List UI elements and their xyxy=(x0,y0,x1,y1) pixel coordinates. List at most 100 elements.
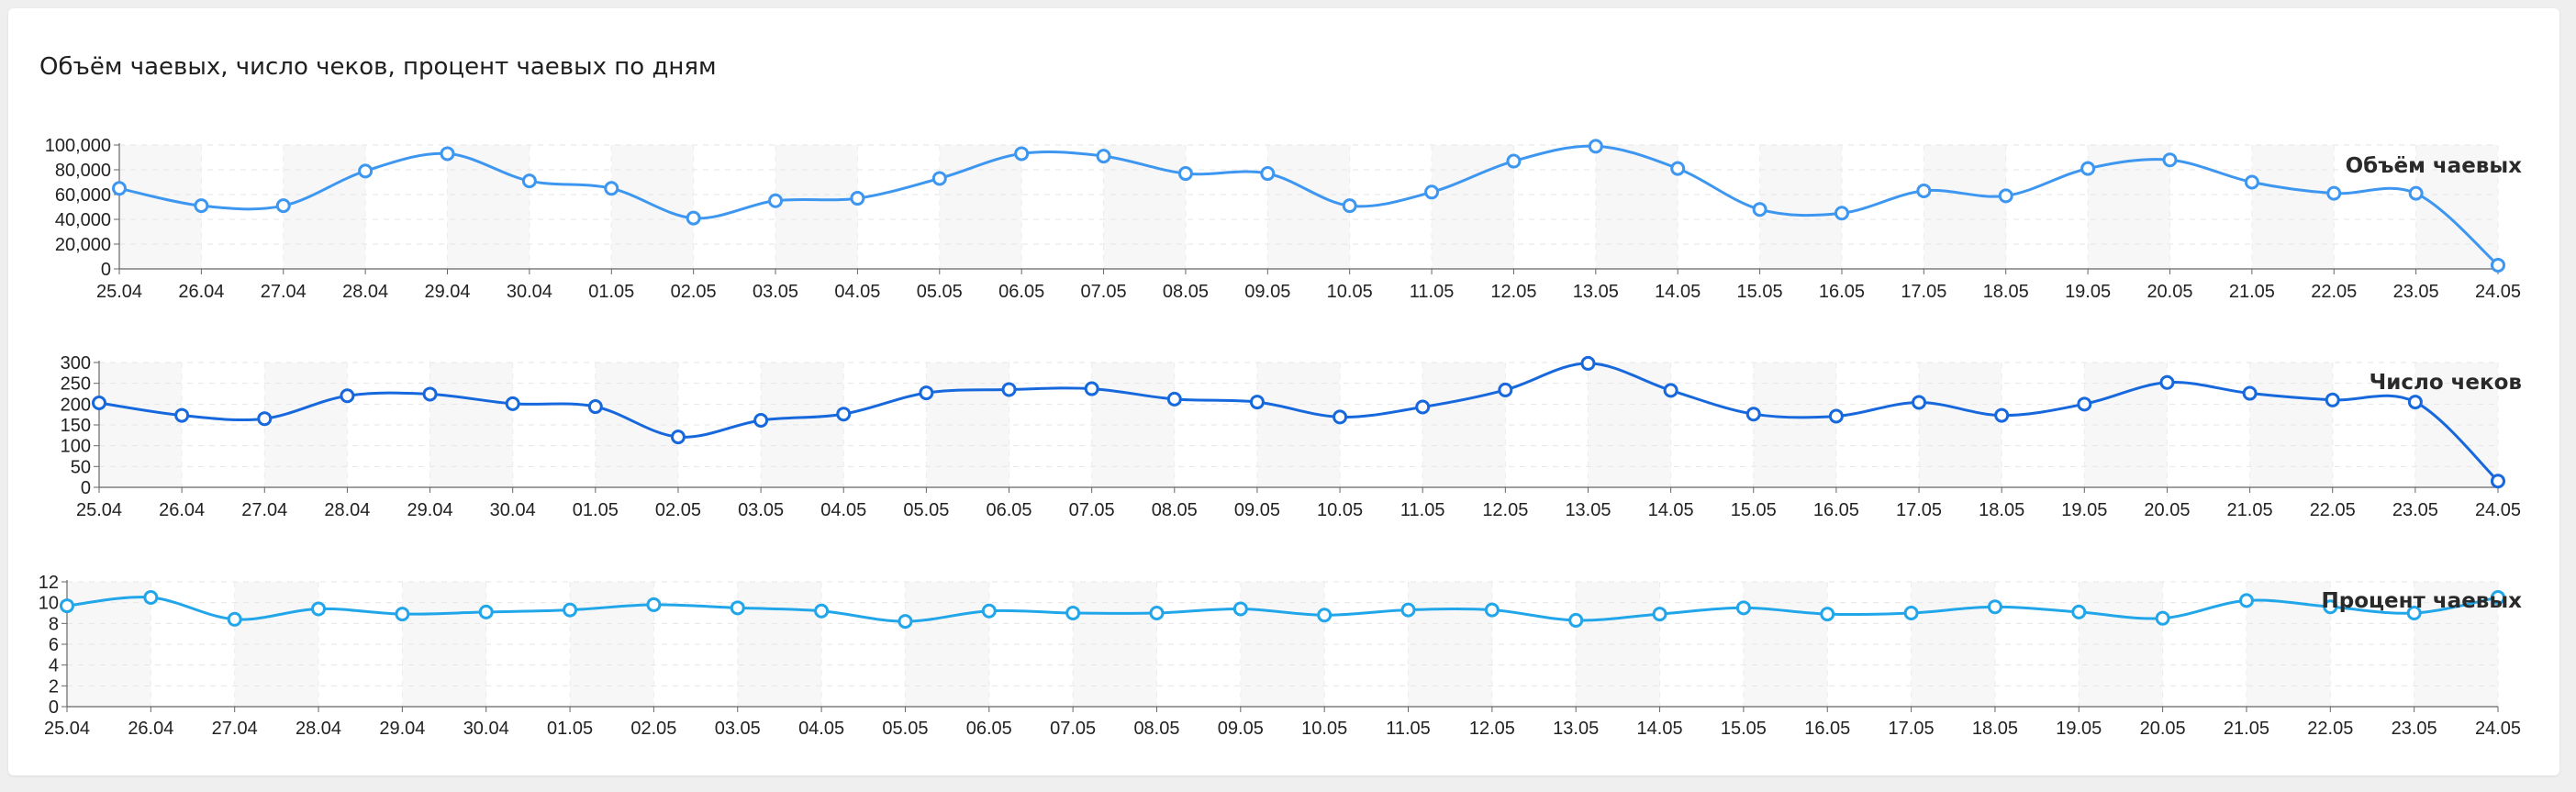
x-tick-label: 12.05 xyxy=(1490,282,1536,302)
y-tick-label: 2 xyxy=(49,676,59,697)
y-tick-label: 250 xyxy=(61,374,91,395)
data-point xyxy=(919,385,934,401)
x-tick-label: 25.04 xyxy=(44,719,90,739)
x-tick-label: 30.04 xyxy=(490,500,536,520)
x-tick-label: 19.05 xyxy=(2065,282,2111,302)
data-point xyxy=(1998,188,2013,204)
x-tick-label: 09.05 xyxy=(1244,282,1290,302)
y-tick-label: 4 xyxy=(49,656,59,676)
x-tick-label: 04.05 xyxy=(820,500,866,520)
x-tick-label: 01.05 xyxy=(547,719,593,739)
data-point xyxy=(587,399,603,415)
x-tick-label: 06.05 xyxy=(986,500,1032,520)
data-point xyxy=(1903,606,1919,620)
data-point xyxy=(1568,612,1584,628)
data-point xyxy=(395,607,410,622)
y-tick-label: 300 xyxy=(61,353,91,374)
grid-band xyxy=(2251,145,2335,269)
x-tick-label: 16.05 xyxy=(1804,719,1850,739)
data-point xyxy=(753,413,769,429)
data-point xyxy=(1260,166,1276,182)
data-point xyxy=(112,181,127,196)
y-tick-label: 0 xyxy=(101,260,111,280)
x-tick-label: 09.05 xyxy=(1234,500,1280,520)
data-point xyxy=(814,603,830,619)
grid-band xyxy=(1595,145,1678,269)
x-tick-label: 11.05 xyxy=(1400,500,1445,520)
data-point xyxy=(1096,149,1111,164)
data-point xyxy=(604,181,619,196)
series-label: Число чеков xyxy=(2370,371,2522,395)
x-tick-label: 07.05 xyxy=(1050,719,1096,739)
y-tick-label: 100 xyxy=(61,437,91,457)
data-point xyxy=(1424,184,1440,200)
data-point xyxy=(768,193,784,208)
grid-band xyxy=(1924,145,2006,269)
data-point xyxy=(1994,407,2010,423)
data-point xyxy=(1149,606,1165,620)
x-tick-label: 17.05 xyxy=(1901,282,1946,302)
x-tick-label: 08.05 xyxy=(1152,500,1198,520)
y-tick-label: 8 xyxy=(49,614,59,634)
x-tick-label: 10.05 xyxy=(1327,282,1373,302)
x-tick-label: 28.04 xyxy=(342,282,388,302)
x-tick-label: 26.04 xyxy=(178,282,224,302)
x-tick-label: 29.04 xyxy=(407,500,453,520)
data-point xyxy=(2162,152,2178,168)
y-tick-label: 60,000 xyxy=(55,185,111,206)
data-point xyxy=(898,614,913,630)
y-tick-label: 40,000 xyxy=(55,210,111,230)
y-tick-label: 0 xyxy=(81,478,91,498)
data-point xyxy=(2407,395,2423,410)
x-tick-label: 08.05 xyxy=(1133,719,1179,739)
data-point xyxy=(2491,474,2505,489)
x-tick-label: 13.05 xyxy=(1573,282,1619,302)
x-tick-label: 15.05 xyxy=(1737,282,1783,302)
x-tick-label: 15.05 xyxy=(1721,719,1767,739)
data-point xyxy=(1249,395,1265,410)
x-tick-label: 14.05 xyxy=(1655,282,1701,302)
x-tick-label: 19.05 xyxy=(2056,719,2102,739)
x-tick-label: 06.05 xyxy=(998,282,1044,302)
data-point xyxy=(1820,607,1835,622)
data-point xyxy=(1484,602,1500,618)
data-point xyxy=(2242,385,2258,401)
x-tick-label: 17.05 xyxy=(1896,500,1942,520)
x-tick-label: 27.04 xyxy=(241,500,287,520)
x-tick-label: 10.05 xyxy=(1301,719,1347,739)
x-tick-label: 04.05 xyxy=(834,282,880,302)
data-point xyxy=(1828,408,1844,424)
x-tick-label: 05.05 xyxy=(882,719,928,739)
data-point xyxy=(1400,602,1416,618)
y-tick-label: 200 xyxy=(61,395,91,415)
data-point xyxy=(730,600,745,616)
x-tick-label: 11.05 xyxy=(1410,282,1455,302)
x-tick-label: 03.05 xyxy=(753,282,798,302)
data-point xyxy=(2491,257,2505,273)
x-tick-label: 26.04 xyxy=(128,719,173,739)
data-point xyxy=(2077,396,2092,412)
data-point xyxy=(2238,593,2254,608)
data-point xyxy=(257,411,273,427)
data-point xyxy=(1670,161,1686,176)
x-tick-label: 04.05 xyxy=(798,719,844,739)
grid-band xyxy=(2088,145,2170,269)
x-tick-label: 30.04 xyxy=(463,719,509,739)
y-tick-label: 150 xyxy=(61,416,91,436)
data-point xyxy=(340,388,355,404)
x-tick-label: 25.04 xyxy=(96,282,142,302)
data-point xyxy=(1001,382,1017,397)
x-tick-label: 23.05 xyxy=(2393,282,2439,302)
data-point xyxy=(1834,206,1849,221)
data-point xyxy=(1916,183,1932,198)
data-point xyxy=(521,173,537,189)
data-point xyxy=(2323,599,2338,615)
x-tick-label: 15.05 xyxy=(1731,500,1777,520)
x-tick-label: 01.05 xyxy=(573,500,619,520)
data-point xyxy=(1735,600,1751,616)
data-point xyxy=(311,601,327,617)
series-line xyxy=(66,596,2499,623)
x-tick-label: 23.05 xyxy=(2392,719,2437,739)
x-tick-label: 02.05 xyxy=(630,719,676,739)
